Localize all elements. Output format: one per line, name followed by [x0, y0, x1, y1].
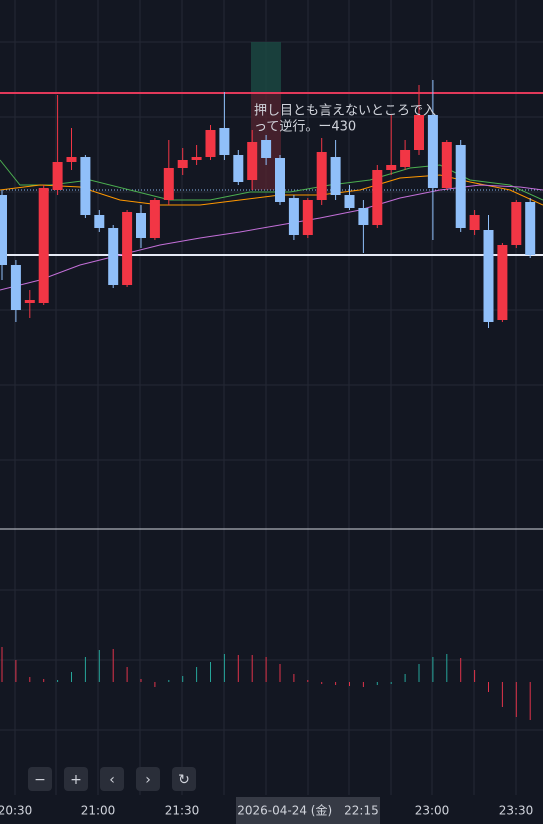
time-label: 23:30: [499, 804, 534, 818]
time-label: 21:00: [81, 804, 116, 818]
ma-long: [0, 184, 543, 291]
candle-body: [441, 142, 452, 188]
candle-body: [219, 128, 230, 155]
toolbar-button[interactable]: [172, 767, 196, 791]
candle-body: [52, 162, 63, 190]
toolbar-button[interactable]: [64, 767, 88, 791]
candle-body: [191, 157, 202, 160]
toolbar-button[interactable]: [100, 767, 124, 791]
annotation-line-1: 押し目とも言えないところで入: [254, 104, 436, 119]
candle-body: [511, 202, 522, 245]
candle-body: [0, 195, 7, 265]
candle-body: [38, 188, 49, 303]
candle-body: [94, 215, 105, 228]
candle-body: [469, 215, 480, 230]
candle-body: [414, 115, 424, 150]
volume-pane: [1, 647, 531, 720]
candle-body: [455, 145, 466, 228]
candle-body: [80, 157, 91, 215]
candle-body: [205, 130, 216, 157]
candle-body: [136, 213, 146, 238]
candle-body: [400, 150, 411, 167]
candle-body: [275, 158, 285, 202]
toolbar-button[interactable]: [28, 767, 52, 791]
toolbar-button-label[interactable]: ‹: [109, 772, 115, 788]
candle-body: [372, 170, 383, 225]
candle-body: [344, 195, 355, 208]
toolbar-button-label[interactable]: ›: [145, 772, 151, 788]
target-zone: [251, 42, 281, 92]
annotation-line-2: って逆行。ー430: [254, 119, 356, 135]
candle-body: [483, 230, 494, 322]
candle-body: [247, 142, 258, 180]
candle-body: [149, 200, 160, 238]
toolbar-button[interactable]: [136, 767, 160, 791]
candle-body: [24, 300, 35, 303]
candle-body: [122, 212, 133, 285]
candle-body: [330, 157, 341, 195]
candle-body: [525, 202, 536, 255]
candle-body: [302, 200, 313, 235]
candles: [0, 80, 536, 328]
candle-body: [386, 165, 397, 170]
time-label: 23:00: [415, 804, 450, 818]
candle-body: [288, 198, 299, 235]
candle-body: [163, 168, 174, 200]
candle-body: [497, 245, 508, 320]
crosshair-label-bg: [236, 797, 380, 824]
candle-body: [10, 265, 21, 310]
crosshair-label: 2026-04-24 (金) 22:15: [237, 803, 379, 818]
ma-short: [0, 159, 543, 201]
time-axis: 2026-04-24 (金) 22:15 20:30 21:00 21:30 23:0…: [0, 797, 533, 824]
toolbar-button-label[interactable]: ↻: [178, 772, 190, 788]
time-label: 21:30: [165, 804, 200, 818]
candle-body: [427, 115, 438, 188]
candle-body: [108, 228, 119, 285]
candle-body: [358, 208, 369, 225]
toolbar: − + ‹ › ↻: [28, 767, 196, 791]
toolbar-button-label[interactable]: −: [34, 772, 46, 788]
toolbar-button-label[interactable]: +: [70, 772, 82, 788]
candle-body: [316, 152, 327, 200]
candle-body: [177, 160, 188, 168]
time-label: 20:30: [0, 804, 32, 818]
candle-body: [233, 155, 244, 182]
candle-body: [66, 157, 77, 162]
candle-body: [261, 140, 272, 158]
